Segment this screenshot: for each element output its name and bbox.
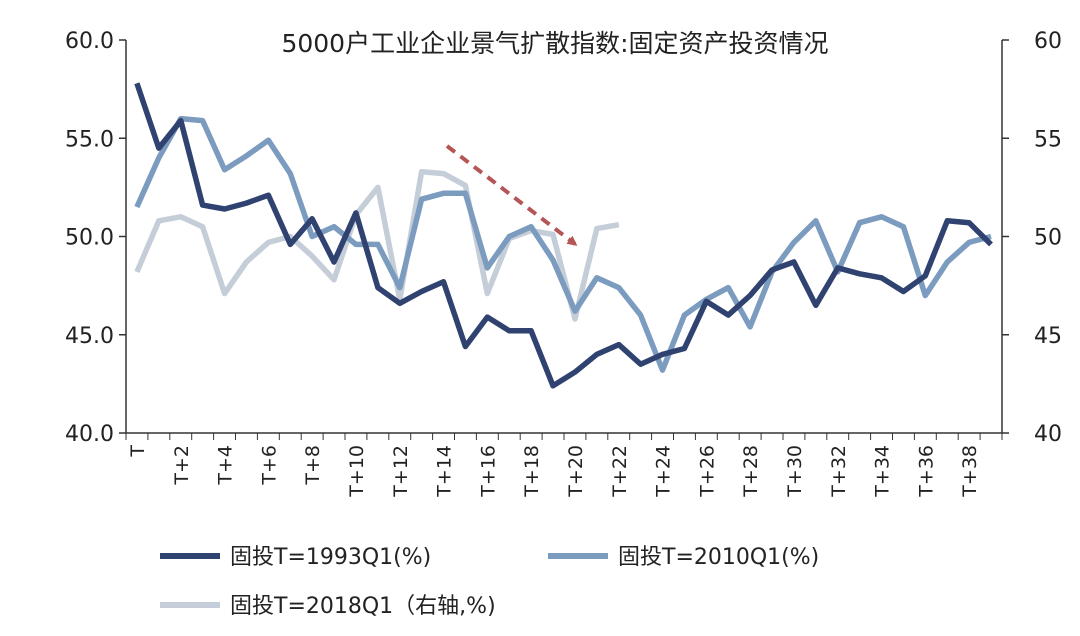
x-tick-label: T+36 bbox=[915, 445, 937, 498]
x-tick-label: T+28 bbox=[740, 445, 762, 498]
x-tick-label: T+6 bbox=[258, 445, 280, 486]
x-tick-label: T+34 bbox=[872, 445, 894, 498]
y-right-tick-label: 45 bbox=[1034, 324, 1062, 349]
x-tick-label: T+38 bbox=[959, 445, 981, 498]
y-right-tick-label: 50 bbox=[1034, 226, 1062, 251]
chart-title: 5000户工业企业景气扩散指数:固定资产投资情况 bbox=[281, 29, 828, 58]
x-tick-label: T+20 bbox=[565, 445, 587, 498]
y-right-tick-label: 60 bbox=[1034, 29, 1062, 54]
x-tick-label: T+16 bbox=[477, 445, 499, 498]
x-tick-label: T bbox=[127, 445, 149, 458]
y-right-tick-label: 55 bbox=[1034, 127, 1062, 152]
y-left-tick-label: 60.0 bbox=[65, 29, 114, 54]
series-line-0 bbox=[134, 82, 993, 389]
y-left-tick-label: 55.0 bbox=[65, 127, 114, 152]
legend-label-0: 固投T=1993Q1(%) bbox=[230, 545, 431, 570]
x-tick-label: T+14 bbox=[434, 445, 456, 498]
x-tick-label: T+30 bbox=[784, 445, 806, 498]
legend-label-2: 固投T=2018Q1（右轴,%) bbox=[230, 594, 496, 619]
x-tick-label: T+18 bbox=[521, 445, 543, 498]
series-line-2 bbox=[134, 168, 620, 322]
x-tick-label: T+12 bbox=[390, 445, 412, 498]
series-layer bbox=[134, 82, 993, 389]
x-tick-label: T+26 bbox=[696, 445, 718, 498]
legend-label-1: 固投T=2010Q1(%) bbox=[618, 545, 819, 570]
x-tick-label: T+4 bbox=[215, 445, 237, 486]
y-left-tick-label: 40.0 bbox=[65, 422, 114, 447]
x-tick-label: T+24 bbox=[653, 445, 675, 498]
y-right-tick-label: 40 bbox=[1034, 422, 1062, 447]
y-left-tick-label: 50.0 bbox=[65, 226, 114, 251]
x-tick-label: T+32 bbox=[828, 445, 850, 498]
x-tick-label: T+8 bbox=[302, 445, 324, 486]
trend-arrow bbox=[445, 144, 578, 246]
x-tick-label: T+10 bbox=[346, 445, 368, 498]
series-line-1 bbox=[134, 115, 992, 373]
x-tick-label: T+22 bbox=[609, 445, 631, 498]
legend: 固投T=1993Q1(%) 固投T=2010Q1(%) 固投T=2018Q1（右轴,… bbox=[160, 545, 819, 619]
y-left-tick-label: 45.0 bbox=[65, 324, 114, 349]
x-tick-label: T+2 bbox=[171, 445, 193, 486]
axes: 40.0 45.0 50.0 55.0 60.0 40 45 50 55 60 T T+2 T+4 T+6… bbox=[65, 29, 1062, 498]
